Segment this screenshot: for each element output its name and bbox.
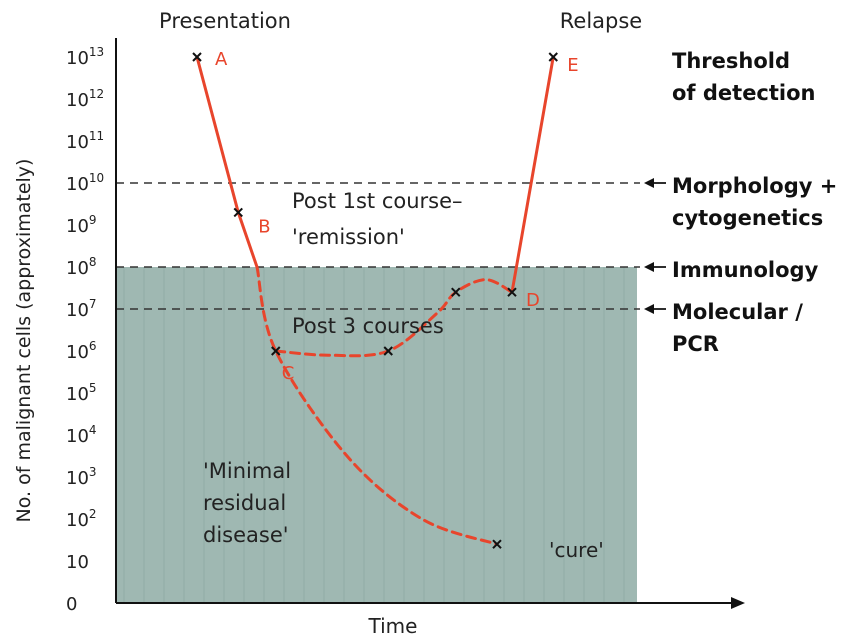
threshold-label: Morphology + bbox=[672, 174, 837, 198]
shaded-region bbox=[116, 267, 637, 603]
y-tick-label: 104 bbox=[66, 423, 97, 447]
point-label-c: C bbox=[282, 363, 295, 384]
series-line-3 bbox=[510, 55, 555, 294]
data-point bbox=[492, 539, 502, 549]
point-marker bbox=[383, 346, 393, 356]
threshold-label: PCR bbox=[672, 332, 719, 356]
cure-label: 'cure' bbox=[549, 538, 604, 562]
x-axis-arrow bbox=[731, 597, 745, 609]
threshold-label: cytogenetics bbox=[672, 206, 823, 230]
x-axis-label: Time bbox=[368, 614, 418, 638]
remission-label: 'remission' bbox=[292, 225, 405, 249]
data-point bbox=[271, 346, 281, 356]
detection-label: of detection bbox=[672, 81, 816, 105]
point-marker bbox=[233, 207, 243, 218]
threshold-arrow-head bbox=[644, 304, 654, 314]
data-point bbox=[507, 287, 517, 297]
point-marker bbox=[192, 52, 202, 62]
threshold-label: Molecular / bbox=[672, 300, 803, 324]
data-point bbox=[383, 346, 393, 356]
point-marker bbox=[548, 52, 558, 62]
point-label-b: B bbox=[258, 216, 270, 237]
y-tick-label: 10 bbox=[66, 552, 89, 573]
minimal-residual-disease-label: 'Minimal bbox=[203, 459, 291, 483]
minimal-residual-disease-label: residual bbox=[203, 491, 286, 515]
y-tick-label: 107 bbox=[66, 297, 97, 321]
minimal-residual-disease-label: disease' bbox=[203, 523, 289, 547]
point-label-e: E bbox=[567, 55, 578, 76]
threshold-arrow-head bbox=[644, 262, 654, 272]
point-label-a: A bbox=[215, 49, 228, 70]
data-point bbox=[233, 207, 243, 218]
point-marker bbox=[492, 539, 502, 549]
y-tick-label: 109 bbox=[66, 213, 97, 237]
point-marker bbox=[507, 287, 517, 297]
data-point bbox=[548, 52, 558, 62]
point-marker bbox=[451, 287, 461, 297]
detection-label: Threshold bbox=[672, 49, 790, 73]
point-marker bbox=[271, 346, 281, 356]
y-tick-label: 103 bbox=[66, 465, 97, 489]
y-tick-label: 1012 bbox=[66, 87, 104, 111]
series-line-2 bbox=[274, 278, 514, 358]
presentation-label: Presentation bbox=[159, 9, 291, 33]
y-tick-label: 0 bbox=[66, 594, 77, 615]
series-line-0 bbox=[195, 55, 259, 269]
y-tick-label: 105 bbox=[66, 381, 97, 405]
shade-texture bbox=[123, 267, 625, 603]
y-tick-label: 1013 bbox=[66, 45, 104, 69]
y-tick-label: 108 bbox=[66, 255, 97, 279]
y-tick-label: 106 bbox=[66, 339, 97, 363]
post-first-course-label: Post 1st course– bbox=[292, 189, 463, 213]
post-three-courses-label: Post 3 courses bbox=[292, 314, 444, 338]
relapse-label: Relapse bbox=[560, 9, 642, 33]
threshold-label: Immunology bbox=[672, 258, 819, 282]
y-tick-label: 1010 bbox=[66, 171, 104, 195]
y-tick-label: 102 bbox=[66, 507, 97, 531]
y-tick-label: 1011 bbox=[66, 129, 104, 153]
data-point bbox=[451, 287, 461, 297]
threshold-arrow-head bbox=[644, 178, 654, 188]
series-line-1 bbox=[255, 265, 499, 546]
point-label-d: D bbox=[526, 290, 540, 311]
data-point bbox=[192, 52, 202, 62]
y-axis-label: No. of malignant cells (approximately) bbox=[13, 159, 35, 523]
